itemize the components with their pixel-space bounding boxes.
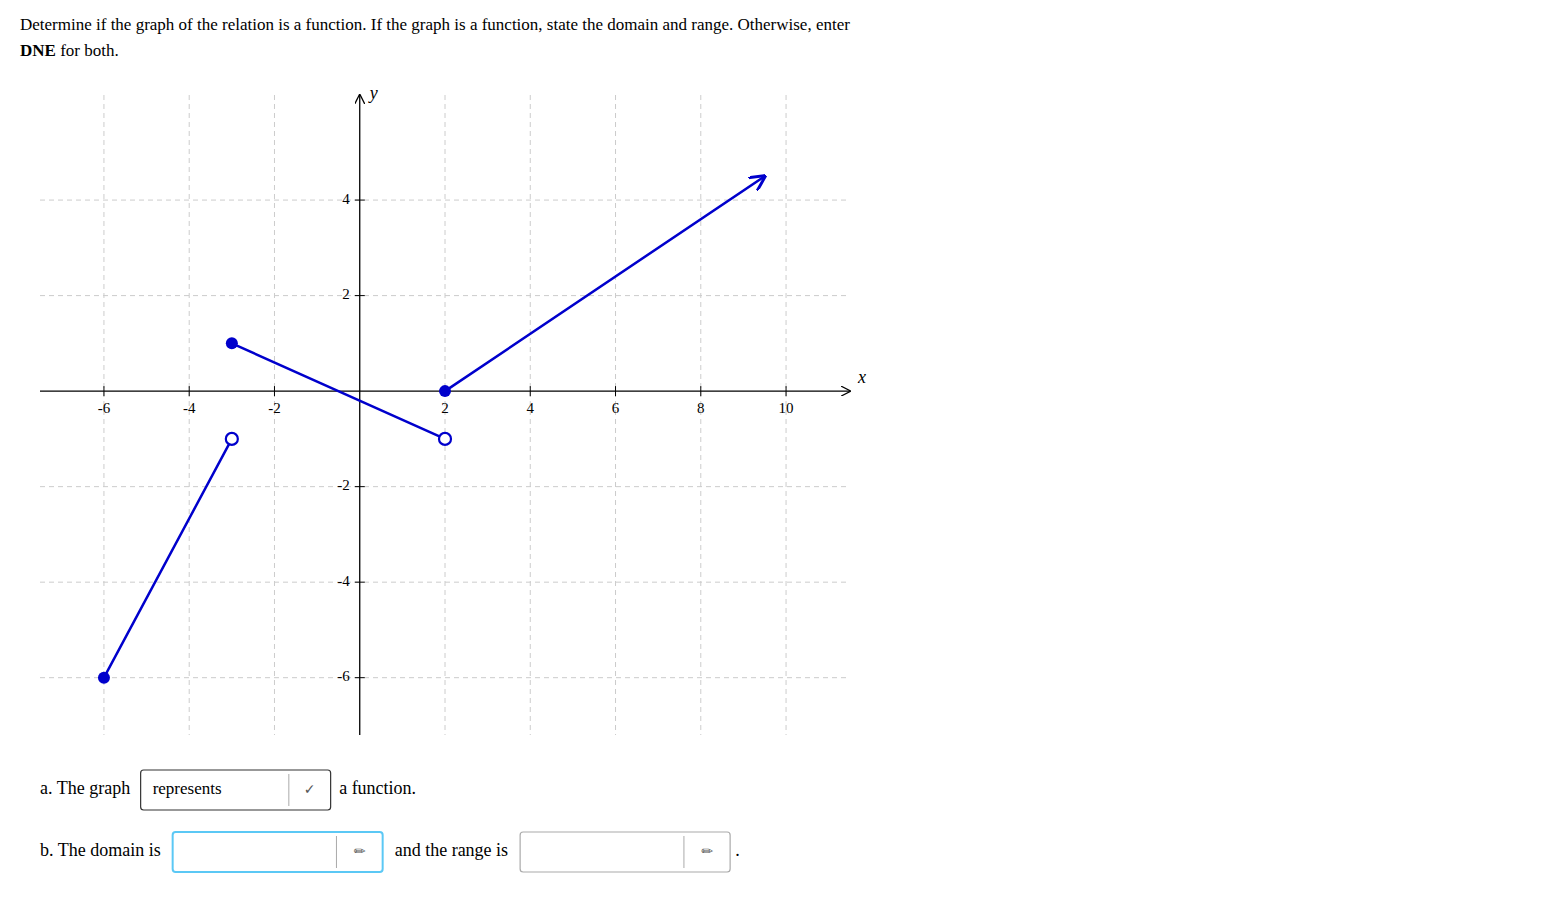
box-icon: ✏ [701,843,713,859]
question-text: b. The domain is [40,840,161,860]
question-text: a function. [335,778,416,798]
grid-line-y [40,486,850,487]
box-icon: ✏ [354,843,366,859]
x-tick-label: 2 [441,400,449,416]
box-divider [336,836,337,868]
y-tick [355,582,365,583]
domain-input[interactable] [173,832,383,872]
box-divider [288,774,289,806]
y-tick [355,486,365,487]
axes: x y -6 -4 -2 2 4 6 8 10 -6 -4 -2 2 4 [40,83,866,735]
x-tick [700,386,701,396]
title: Determine if the graph of the relation i… [20,15,850,34]
x-tick-label: 8 [697,400,705,416]
x-tick-label: -4 [183,400,196,416]
x-tick-label: 10 [779,400,794,416]
subtitle-rest: for both. [56,41,119,60]
dropdown-box[interactable] [141,770,331,810]
grid-line-y [40,677,850,678]
question-text: and the range is [395,840,508,860]
box-divider [683,836,684,868]
x-tick [274,386,275,396]
segment [445,176,765,391]
closed-point [226,337,238,349]
y-tick-label: -2 [337,477,350,493]
y-tick-label: 2 [342,286,350,302]
segment [232,343,445,439]
y-axis [359,95,360,735]
x-tick [615,386,616,396]
grid-line-y [40,582,850,583]
y-tick-label: -4 [337,573,350,589]
box-icon: ✓ [304,781,316,797]
x-tick-label: -6 [98,400,111,416]
y-tick [355,295,365,296]
open-point [439,433,451,445]
x-tick-label: -2 [268,400,281,416]
y-tick-label: -6 [337,668,350,684]
questions: a. The graph represents ✓ a function. b. T… [40,770,740,872]
y-tick [355,677,365,678]
chart: Determine if the graph of the relation i… [0,0,1562,902]
x-tick [189,386,190,396]
box-text: represents [153,779,222,798]
subtitle: DNE for both. [20,41,119,60]
range-input[interactable] [520,832,730,872]
question-text: . [735,840,740,860]
closed-point [98,672,110,684]
open-point [226,433,238,445]
y-tick [355,200,365,201]
segment [104,439,232,678]
plot-area [98,176,765,683]
subtitle-bold: DNE [20,41,56,60]
x-tick-label: 6 [612,400,620,416]
x-tick [786,386,787,396]
x-tick [530,386,531,396]
x-axis-label: x [857,367,866,387]
closed-point [439,385,451,397]
y-tick-label: 4 [342,191,350,207]
y-axis-label: y [368,83,378,103]
grid [40,95,850,735]
x-tick-label: 4 [527,400,535,416]
grid-line-y [40,295,850,296]
x-tick [103,386,104,396]
question-text: a. The graph [40,778,135,798]
